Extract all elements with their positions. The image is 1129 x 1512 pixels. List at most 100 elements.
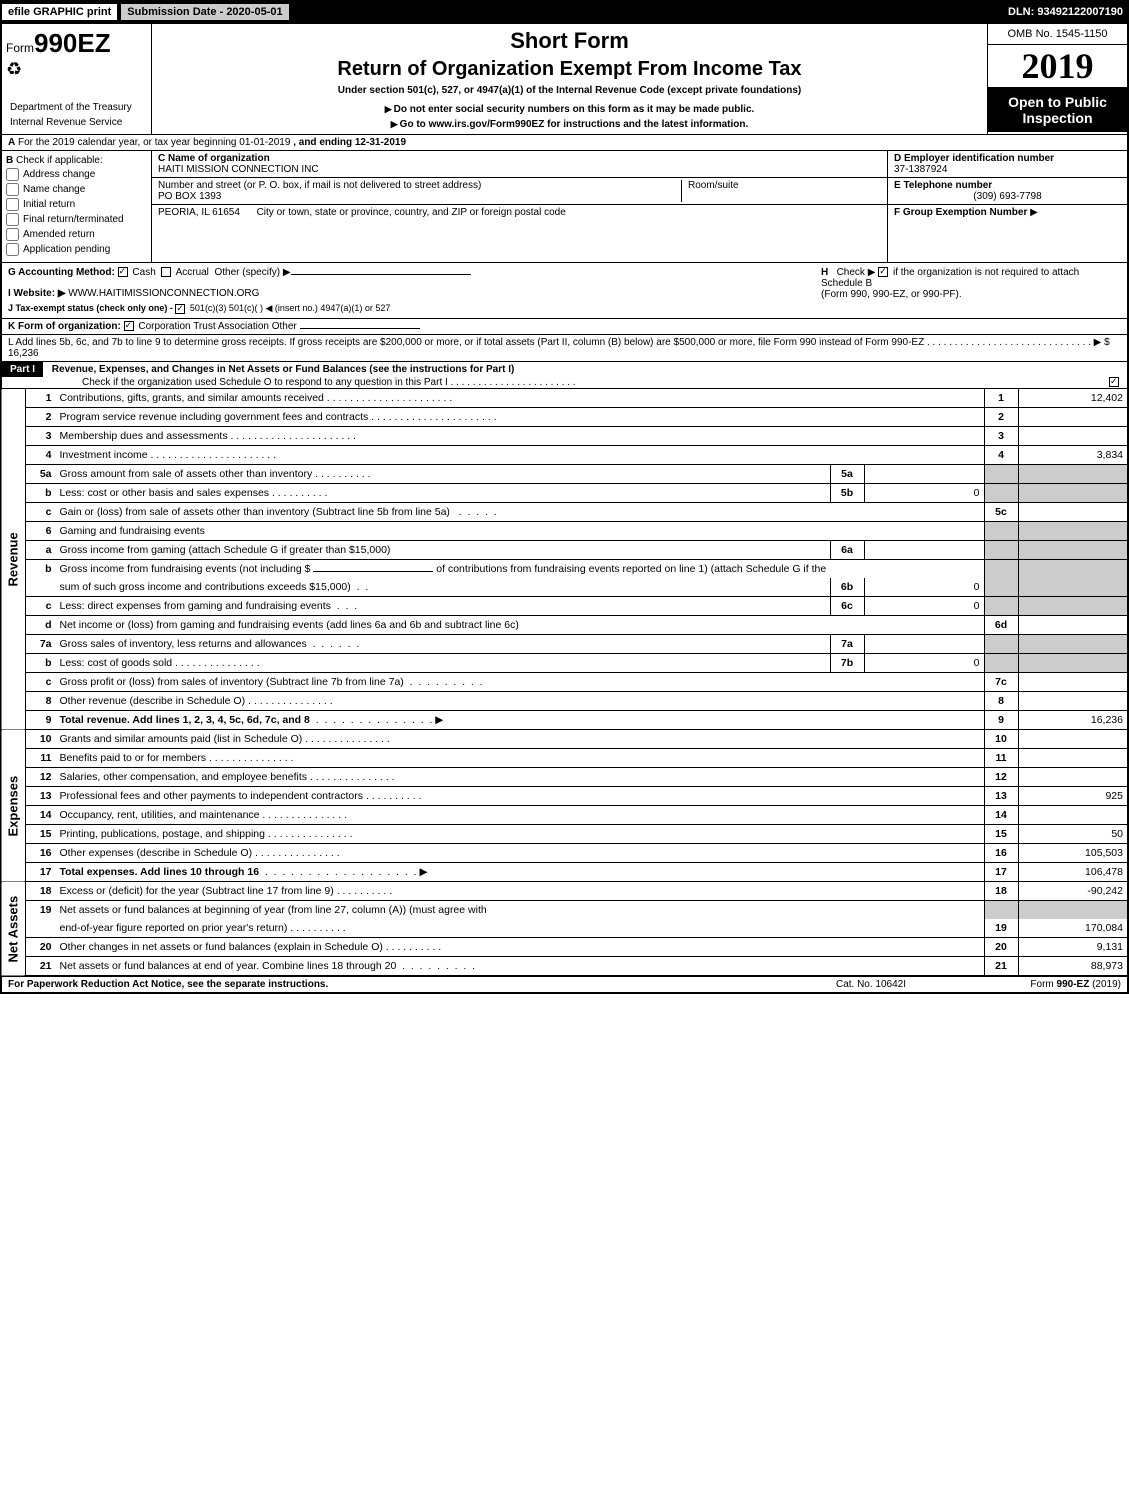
c-street-label: Number and street (or P. O. box, if mail… <box>158 180 481 191</box>
under-section: Under section 501(c), 527, or 4947(a)(1)… <box>160 85 979 96</box>
tax-year: 2019 <box>988 45 1127 88</box>
line-16-val: 105,503 <box>1018 844 1128 863</box>
dln-text: DLN: 93492122007190 <box>1008 6 1129 18</box>
line-6b-desc3: sum of such gross income and contributio… <box>60 581 351 593</box>
chk-accrual[interactable] <box>161 267 171 277</box>
line-19b-desc: end-of-year figure reported on prior yea… <box>60 922 346 934</box>
line-6c-midval: 0 <box>864 597 984 616</box>
line-19-val: 170,084 <box>1018 919 1128 938</box>
form-code: 990EZ <box>34 28 111 58</box>
i-label: I Website: ▶ <box>8 288 66 299</box>
line-6a-midval <box>864 541 984 560</box>
page-footer: For Paperwork Reduction Act Notice, see … <box>0 976 1129 994</box>
chk-address-change[interactable]: Address change <box>6 168 147 181</box>
expenses-side-label: Expenses <box>1 730 26 882</box>
d-value: 37-1387924 <box>894 164 947 175</box>
line-9-val: 16,236 <box>1018 711 1128 730</box>
line-1-no: 1 <box>26 389 56 408</box>
chk-501c3[interactable] <box>175 304 185 314</box>
line-5c-num: 5c <box>984 503 1018 522</box>
f-label: F Group Exemption Number <box>894 207 1027 218</box>
chk-h[interactable] <box>878 267 888 277</box>
b-label: Check if applicable: <box>16 155 103 166</box>
line-12-val <box>1018 768 1128 787</box>
c-room-label: Room/suite <box>688 180 739 191</box>
section-a-ending: , and ending 12-31-2019 <box>293 137 406 148</box>
line-21-val: 88,973 <box>1018 957 1128 976</box>
open-to-public-badge: Open to Public Inspection <box>988 88 1127 132</box>
line-8-desc: Other revenue (describe in Schedule O) <box>60 695 333 707</box>
org-city: PEORIA, IL 61654 <box>158 207 240 218</box>
line-6-desc: Gaming and fundraising events <box>60 525 205 537</box>
line-7a-desc: Gross sales of inventory, less returns a… <box>60 638 307 650</box>
c-city-label: City or town, state or province, country… <box>257 207 566 218</box>
line-6b-desc1: Gross income from fundraising events (no… <box>60 563 314 575</box>
line-11-val <box>1018 749 1128 768</box>
irs-link[interactable]: www.irs.gov/Form990EZ <box>429 119 545 130</box>
chk-application-pending[interactable]: Application pending <box>6 243 147 256</box>
line-11-num: 11 <box>984 749 1018 768</box>
chk-part1-scheduleO[interactable] <box>1109 377 1119 387</box>
chk-final-return[interactable]: Final return/terminated <box>6 213 147 226</box>
section-a: A For the 2019 calendar year, or tax yea… <box>0 135 1129 151</box>
line-5a-desc: Gross amount from sale of assets other t… <box>60 468 371 480</box>
c-name-row: C Name of organization HAITI MISSION CON… <box>152 151 887 178</box>
line-3-num: 3 <box>984 427 1018 446</box>
g-row: G Accounting Method: Cash Accrual Other … <box>8 267 821 278</box>
part-1-title: Revenue, Expenses, and Changes in Net As… <box>52 364 515 375</box>
line-21-num: 21 <box>984 957 1018 976</box>
footer-left: For Paperwork Reduction Act Notice, see … <box>8 979 771 990</box>
line-16-num: 16 <box>984 844 1018 863</box>
efile-badge[interactable]: efile GRAPHIC print <box>1 3 118 21</box>
part-1-check: Check if the organization used Schedule … <box>2 375 582 390</box>
line-8-num: 8 <box>984 692 1018 711</box>
line-6c-mid: 6c <box>830 597 864 616</box>
website-link[interactable]: WWW.HAITIMISSIONCONNECTION.ORG <box>68 288 259 299</box>
chk-initial-return[interactable]: Initial return <box>6 198 147 211</box>
line-21-desc: Net assets or fund balances at end of ye… <box>60 960 397 972</box>
chk-cash[interactable] <box>118 267 128 277</box>
line-1-desc: Contributions, gifts, grants, and simila… <box>60 392 453 404</box>
chk-amended-return[interactable]: Amended return <box>6 228 147 241</box>
j-row: J Tax-exempt status (check only one) - 5… <box>8 303 821 314</box>
form-id: Form990EZ <box>6 28 147 59</box>
header-center: Short Form Return of Organization Exempt… <box>152 24 987 134</box>
form-header: Form990EZ ♻ Department of the Treasury I… <box>0 24 1129 135</box>
line-6a-desc: Gross income from gaming (attach Schedul… <box>60 544 391 556</box>
omb-number: OMB No. 1545-1150 <box>988 24 1127 45</box>
line-19a-desc: Net assets or fund balances at beginning… <box>60 904 487 916</box>
line-18-val: -90,242 <box>1018 882 1128 901</box>
g-label: G Accounting Method: <box>8 267 115 278</box>
box-bcdef: B Check if applicable: Address change Na… <box>0 151 1129 263</box>
line-18-num: 18 <box>984 882 1018 901</box>
revenue-table: Revenue 1 Contributions, gifts, grants, … <box>0 389 1129 730</box>
h-label: H <box>821 267 828 278</box>
section-l: L Add lines 5b, 6c, and 7b to line 9 to … <box>0 335 1129 362</box>
line-9-num: 9 <box>984 711 1018 730</box>
line-7a-midval <box>864 635 984 654</box>
col-c: C Name of organization HAITI MISSION CON… <box>152 151 887 262</box>
line-11-desc: Benefits paid to or for members <box>60 752 294 764</box>
line-7b-midval: 0 <box>864 654 984 673</box>
top-bar: efile GRAPHIC print Submission Date - 20… <box>0 0 1129 24</box>
revenue-side-label: Revenue <box>1 389 26 730</box>
chk-corp[interactable] <box>124 321 134 331</box>
line-2-num: 2 <box>984 408 1018 427</box>
l-text: L Add lines 5b, 6c, and 7b to line 9 to … <box>8 337 1110 359</box>
expenses-table: Expenses 10 Grants and similar amounts p… <box>0 730 1129 882</box>
line-7c-num: 7c <box>984 673 1018 692</box>
h-check: Check ▶ <box>837 267 876 278</box>
line-17-val: 106,478 <box>1018 863 1128 882</box>
section-gh: G Accounting Method: Cash Accrual Other … <box>0 263 1129 319</box>
line-1-num: 1 <box>984 389 1018 408</box>
org-name: HAITI MISSION CONNECTION INC <box>158 164 319 175</box>
col-def: D Employer identification number 37-1387… <box>887 151 1127 262</box>
donot-notice: Do not enter social security numbers on … <box>160 104 979 115</box>
j-label: J Tax-exempt status (check only one) - <box>8 303 173 313</box>
f-row: F Group Exemption Number ▶ <box>888 205 1127 220</box>
line-20-num: 20 <box>984 938 1018 957</box>
line-14-val <box>1018 806 1128 825</box>
line-6a-mid: 6a <box>830 541 864 560</box>
line-6d-val <box>1018 616 1128 635</box>
chk-name-change[interactable]: Name change <box>6 183 147 196</box>
